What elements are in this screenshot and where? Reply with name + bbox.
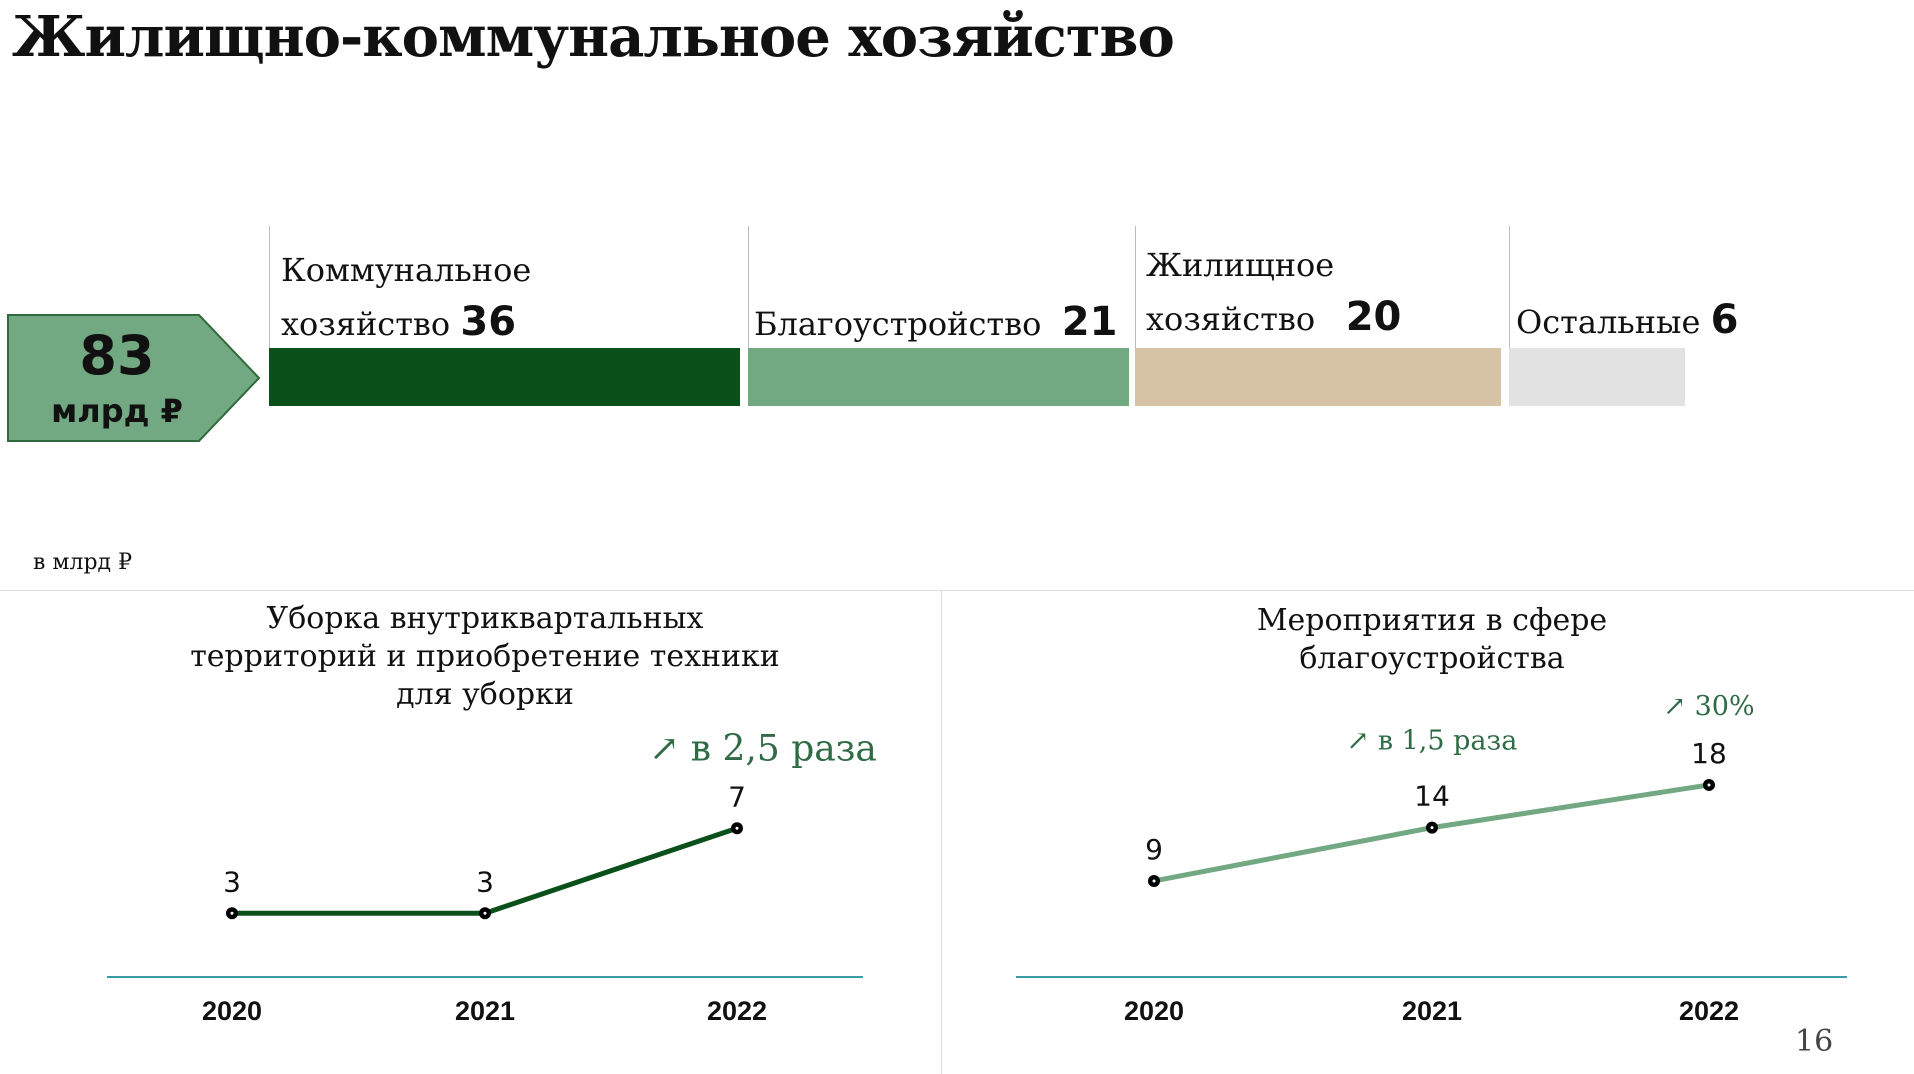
data-label: 3: [476, 865, 494, 898]
data-point-center: [1430, 826, 1434, 830]
data-point-center: [1707, 783, 1711, 787]
growth-annotation: ↗ в 1,5 раза: [1347, 726, 1518, 757]
segment-label-communal: Коммунальное хозяйство 36: [281, 251, 532, 345]
total-value: 83: [79, 324, 155, 387]
x-tick-label: 2021: [1402, 996, 1462, 1026]
data-label: 3: [223, 865, 241, 898]
x-tick-label: 2022: [707, 996, 767, 1026]
segment-label-other: Остальные 6: [1516, 297, 1739, 343]
x-tick-label: 2022: [1679, 996, 1739, 1026]
segment-value: 20: [1345, 294, 1402, 340]
data-point-center: [1152, 879, 1156, 883]
divider: [0, 590, 1914, 591]
segment-value: 21: [1061, 299, 1118, 345]
growth-annotation: ↗ 30%: [1663, 691, 1754, 722]
total-unit: млрд ₽: [51, 392, 183, 430]
chart-2-title: Мероприятия в сфере благоустройства: [1256, 603, 1608, 676]
separator: [269, 226, 270, 348]
data-point-center: [230, 911, 234, 915]
separator: [1509, 226, 1510, 348]
data-label: 7: [728, 780, 746, 813]
bar-housing: [1135, 348, 1501, 406]
data-label: 18: [1691, 737, 1727, 770]
x-tick-label: 2020: [1124, 996, 1184, 1026]
data-point-center: [735, 826, 739, 830]
divider: [941, 590, 942, 1074]
growth-annotation: ↗ в 2,5 раза: [649, 728, 877, 769]
segment-label-improvement: Благоустройство 21: [754, 299, 1118, 345]
page-title: Жилищно-коммунальное хозяйство: [12, 4, 1175, 70]
data-label: 9: [1145, 833, 1163, 866]
bar-other: [1509, 348, 1685, 406]
data-label: 14: [1414, 780, 1450, 813]
page-number: 16: [1795, 1024, 1834, 1059]
total-arrow-badge: 83 млрд ₽: [7, 314, 261, 442]
segment-value: 6: [1710, 297, 1739, 343]
unit-note: в млрд ₽: [33, 550, 133, 575]
x-tick-label: 2021: [455, 996, 515, 1026]
chart-1-title: Уборка внутриквартальных территорий и пр…: [190, 601, 780, 712]
segment-label-housing: Жилищное хозяйство 20: [1146, 246, 1402, 340]
data-point-center: [483, 911, 487, 915]
separator: [1135, 226, 1136, 348]
separator: [748, 226, 749, 348]
arrow-shape: [7, 314, 261, 442]
bar-improvement: [748, 348, 1129, 406]
segment-value: 36: [460, 299, 517, 345]
bar-communal: [269, 348, 740, 406]
x-tick-label: 2020: [202, 996, 262, 1026]
